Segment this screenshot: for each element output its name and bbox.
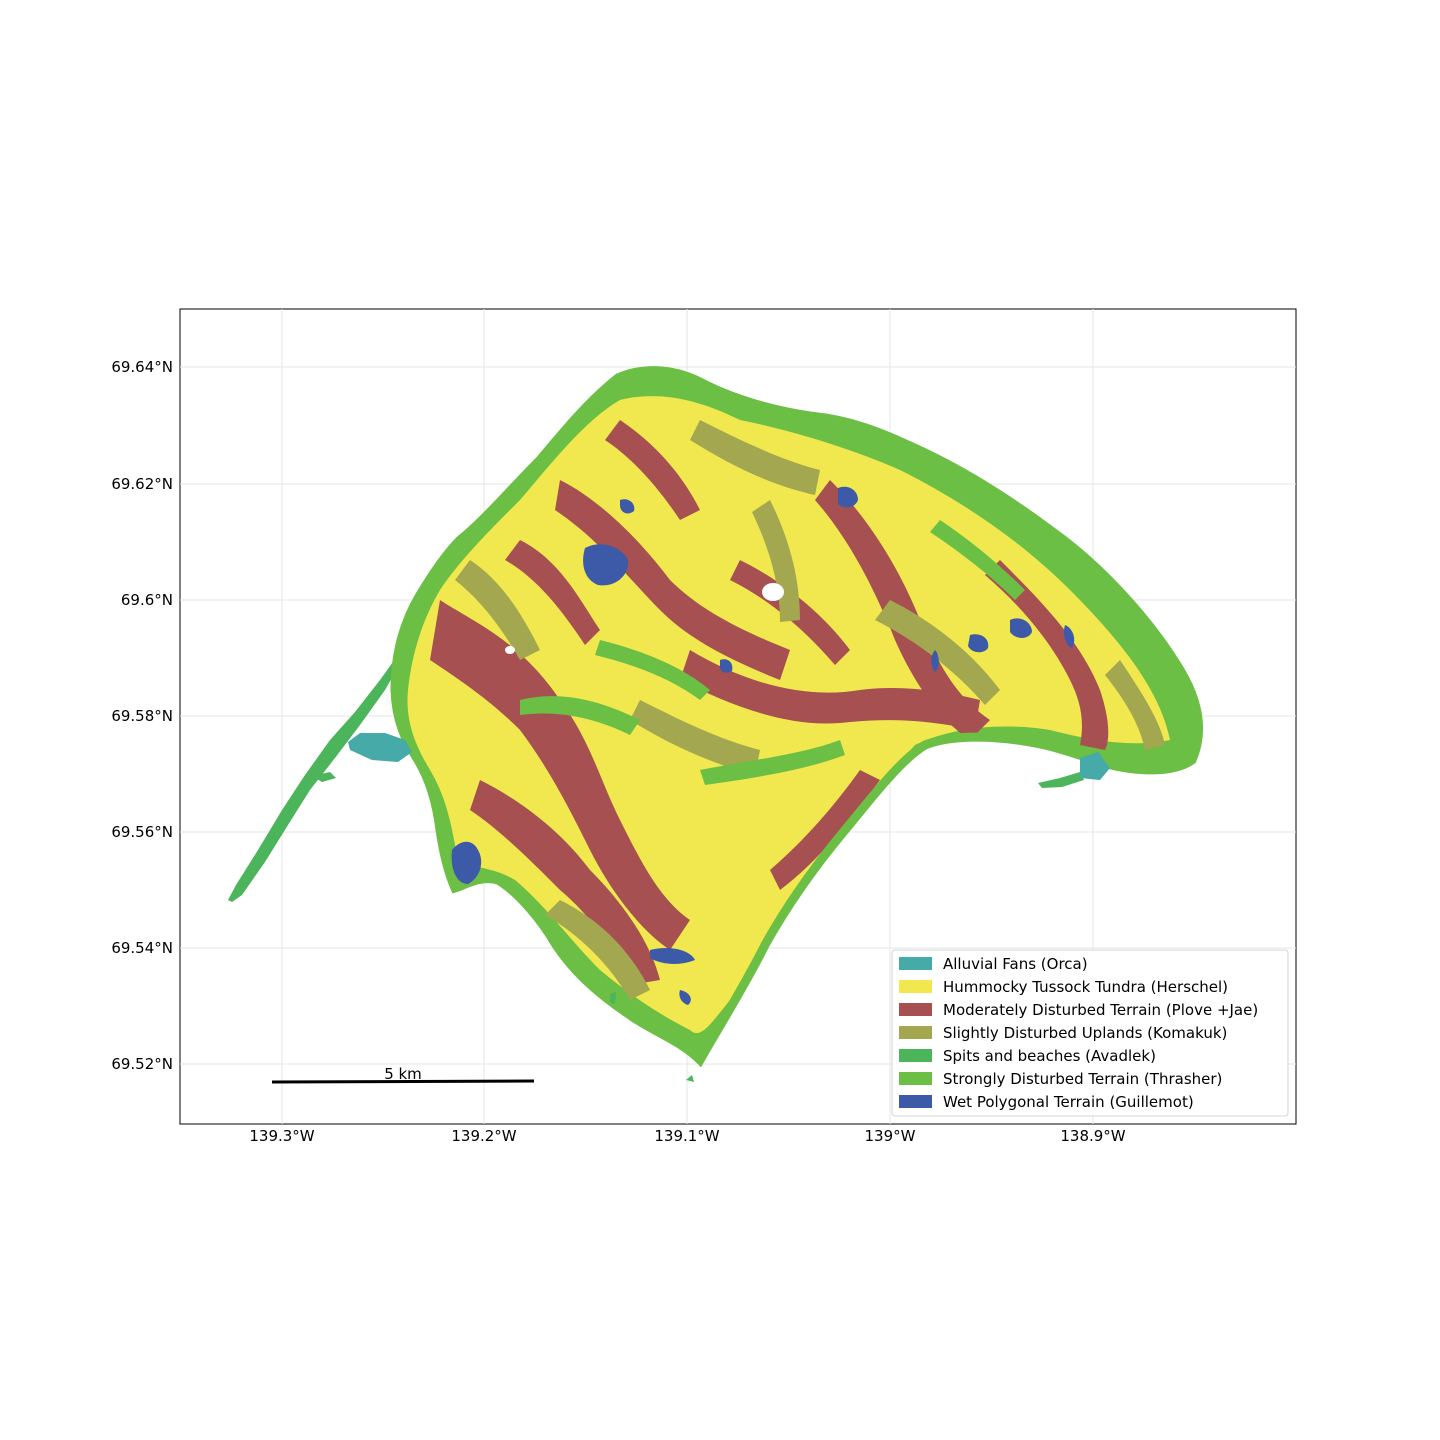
east-spit (1038, 772, 1084, 788)
legend-item: Alluvial Fans (Orca) (899, 955, 1088, 973)
legend-item: Wet Polygonal Terrain (Guillemot) (899, 1093, 1194, 1111)
lat-tick-label: 69.64°N (111, 358, 173, 376)
lat-tick-label: 69.52°N (111, 1055, 173, 1073)
legend-swatch (899, 1095, 932, 1108)
lat-tick-label: 69.56°N (111, 823, 173, 841)
legend-item: Slightly Disturbed Uplands (Komakuk) (899, 1024, 1227, 1042)
lat-tick-label: 69.58°N (111, 707, 173, 725)
lat-tick-label: 69.6°N (121, 591, 173, 609)
legend-label: Alluvial Fans (Orca) (943, 955, 1088, 973)
legend-item: Spits and beaches (Avadlek) (899, 1047, 1156, 1065)
alluvial-fan-east (1080, 752, 1110, 780)
alluvial-fan-west (348, 733, 412, 762)
legend-swatch (899, 1026, 932, 1039)
lon-tick-label: 139.1°W (654, 1127, 719, 1145)
lat-tick-label: 69.54°N (111, 939, 173, 957)
legend-label: Strongly Disturbed Terrain (Thrasher) (943, 1070, 1222, 1088)
legend-label: Spits and beaches (Avadlek) (943, 1047, 1156, 1065)
lon-tick-label: 139.3°W (249, 1127, 314, 1145)
latitude-axis: 69.64°N 69.62°N 69.6°N 69.58°N 69.56°N 6… (111, 358, 173, 1073)
lon-tick-label: 139°W (865, 1127, 916, 1145)
legend-swatch (899, 1003, 932, 1016)
scale-bar: 5 km (271, 1065, 535, 1084)
legend-box (891, 949, 1289, 1117)
spit-island (312, 772, 336, 782)
offshore-islet-2 (610, 992, 616, 1004)
lat-tick-label: 69.62°N (111, 475, 173, 493)
legend-swatch (899, 1049, 932, 1062)
lon-tick-label: 138.9°W (1060, 1127, 1125, 1145)
scale-bar-label: 5 km (384, 1065, 422, 1083)
offshore-islet (686, 1075, 694, 1082)
legend-swatch (899, 957, 932, 970)
legend-swatch (899, 1072, 932, 1085)
legend-item: Strongly Disturbed Terrain (Thrasher) (899, 1070, 1222, 1088)
lon-tick-label: 139.2°W (451, 1127, 516, 1145)
southwest-spit (228, 655, 402, 902)
small-inland-lake (505, 646, 515, 654)
inland-lake (762, 583, 784, 601)
legend-swatch (899, 980, 932, 993)
legend-item: Hummocky Tussock Tundra (Herschel) (899, 978, 1228, 996)
legend: Alluvial Fans (Orca) Hummocky Tussock Tu… (891, 949, 1289, 1117)
legend-label: Moderately Disturbed Terrain (Plove +Jae… (943, 1001, 1258, 1019)
legend-item: Moderately Disturbed Terrain (Plove +Jae… (899, 1001, 1258, 1019)
wet-polygon-southwest (451, 841, 482, 884)
legend-label: Hummocky Tussock Tundra (Herschel) (943, 978, 1228, 996)
legend-label: Wet Polygonal Terrain (Guillemot) (943, 1093, 1194, 1111)
legend-label: Slightly Disturbed Uplands (Komakuk) (943, 1024, 1227, 1042)
longitude-axis: 139.3°W 139.2°W 139.1°W 139°W 138.9°W (249, 1127, 1125, 1145)
